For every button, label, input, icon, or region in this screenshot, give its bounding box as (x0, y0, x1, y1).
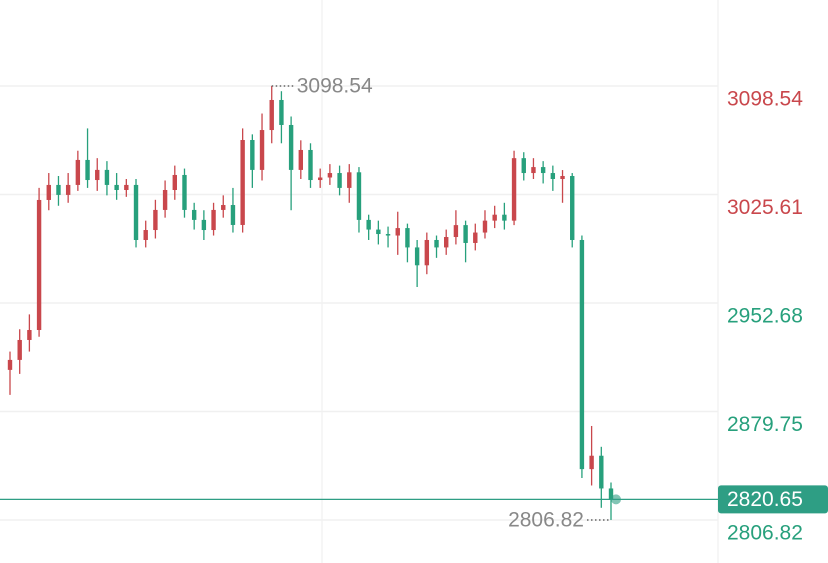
candle-body (337, 173, 342, 188)
candle-body (482, 220, 488, 233)
candle-body (492, 214, 497, 221)
candle-body (579, 239, 585, 470)
candle-body (172, 174, 177, 190)
candle-body (356, 172, 362, 220)
last-price-box (718, 485, 828, 514)
candle-body (570, 176, 575, 240)
candle-body (221, 205, 226, 210)
candle-body (434, 239, 439, 248)
candle-body (75, 159, 81, 185)
y-tick-label: 2952.68 (727, 305, 803, 328)
candle-body (46, 184, 51, 200)
candle-body (502, 214, 507, 221)
candle-body (444, 237, 449, 248)
candle-body (27, 330, 32, 340)
candle-body (56, 184, 61, 195)
max-label: 3098.54 (297, 74, 373, 97)
candle-body (201, 219, 207, 231)
candle-body (279, 99, 284, 125)
candle-body (540, 167, 546, 174)
last-price-dot (611, 494, 621, 505)
candle-body (17, 339, 22, 360)
candle-body (385, 234, 391, 236)
candle-body (327, 173, 333, 178)
candle-body (133, 184, 139, 240)
candle-body (65, 184, 71, 195)
candle-body (36, 199, 42, 331)
candle-body (230, 205, 236, 225)
candle-body (599, 455, 604, 489)
candle-body (191, 209, 197, 220)
candle-body (366, 219, 371, 230)
y-tick-label: 3025.61 (727, 196, 803, 219)
candle-body (395, 228, 400, 236)
candle-body (143, 230, 148, 240)
candle-body (453, 225, 459, 238)
candle-body (405, 228, 410, 248)
y-tick-label: 2879.75 (727, 413, 803, 436)
y-tick-label: 3098.54 (727, 87, 803, 110)
candle-body (317, 177, 323, 181)
candle-body (182, 174, 187, 210)
candle-body (250, 140, 255, 170)
candle-body (259, 130, 265, 170)
candle-body (473, 232, 478, 243)
candle-body (153, 209, 158, 231)
candle-body (376, 229, 381, 235)
candle-body (211, 209, 216, 231)
candle-body (511, 158, 517, 221)
y-tick-label: 2806.82 (727, 522, 803, 545)
candle-body (85, 159, 90, 181)
candle-body (114, 184, 119, 190)
candle-body (7, 359, 13, 370)
candle-body (608, 488, 614, 500)
candle-body (240, 140, 245, 225)
candle-body (308, 149, 313, 181)
candle-body (589, 455, 594, 470)
last-price-label: 2820.65 (727, 488, 803, 511)
candle-body (269, 99, 274, 131)
candle-body (550, 173, 556, 179)
candle-body (521, 158, 526, 174)
candle-body (424, 239, 430, 266)
candle-body (560, 176, 565, 179)
candle-body (347, 172, 352, 188)
candle-body (162, 189, 168, 210)
candle-body (104, 169, 110, 185)
candle-body (414, 247, 420, 266)
candle-body (531, 167, 536, 174)
candle-body (124, 184, 129, 190)
candle-body (288, 124, 294, 170)
candle-body (463, 225, 468, 243)
min-label: 2806.82 (508, 509, 584, 532)
candle-body (95, 169, 100, 181)
candle-body (298, 149, 304, 170)
